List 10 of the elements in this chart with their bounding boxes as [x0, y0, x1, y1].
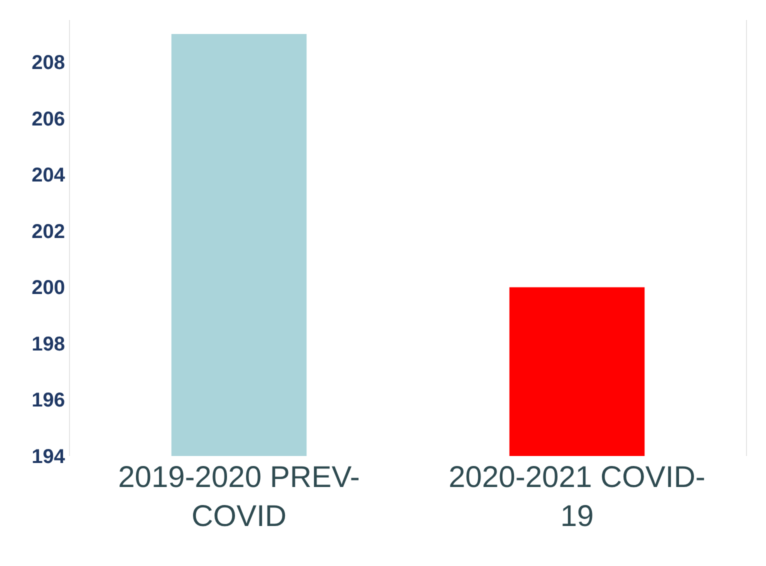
y-tick-label: 202 [32, 220, 65, 243]
y-tick-label: 198 [32, 333, 65, 356]
y-tick-label: 208 [32, 52, 65, 74]
x-tick-label: 2020-2021 COVID-19 [448, 461, 706, 533]
y-tick-label: 194 [32, 446, 66, 468]
x-tick-label: 2019-2020 PREV-COVID [118, 461, 360, 533]
y-tick-label: 204 [32, 164, 66, 187]
y-tick-label: 206 [32, 108, 65, 130]
y-tick-label: 200 [32, 277, 65, 300]
y-tick-label: 196 [32, 390, 65, 412]
